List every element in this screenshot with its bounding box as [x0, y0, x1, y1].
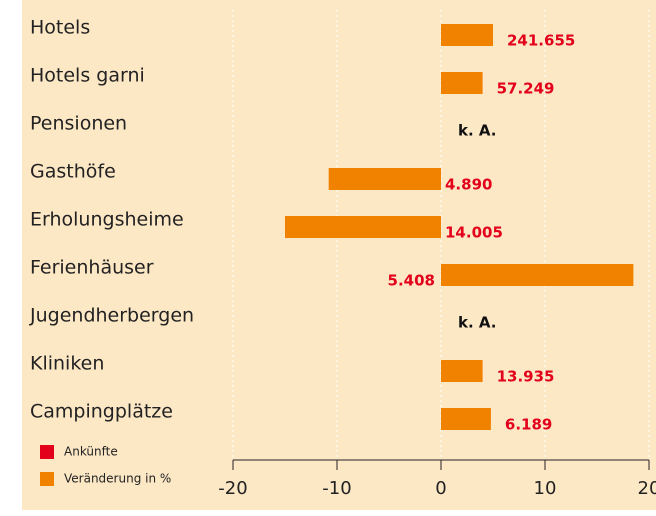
x-tick-label: 20 — [638, 478, 656, 499]
category-label: Jugendherbergen — [29, 305, 194, 327]
bar — [441, 72, 483, 94]
category-label: Erholungsheime — [30, 209, 184, 231]
category-label: Gasthöfe — [30, 161, 116, 183]
category-label: Pensionen — [30, 113, 127, 135]
bar — [441, 264, 634, 286]
background — [22, 0, 656, 510]
category-label: Hotels — [30, 17, 90, 39]
bar — [441, 24, 493, 46]
bar — [441, 360, 483, 382]
bar — [441, 408, 491, 430]
value-label: k. A. — [458, 314, 496, 332]
value-label: 4.890 — [445, 176, 492, 194]
value-label: 241.655 — [507, 32, 575, 50]
x-tick-label: -20 — [218, 478, 247, 499]
x-tick-label: -10 — [322, 478, 351, 499]
value-label: 14.005 — [445, 224, 503, 242]
value-label: 6.189 — [505, 416, 552, 434]
bar — [328, 168, 441, 190]
legend-swatch — [40, 472, 54, 486]
value-label: 57.249 — [497, 80, 555, 98]
x-tick-label: 0 — [435, 478, 446, 499]
category-label: Ferienhäuser — [30, 257, 154, 279]
value-label: k. A. — [458, 122, 496, 140]
legend-swatch — [40, 445, 54, 459]
category-label: Kliniken — [30, 353, 104, 375]
bar — [285, 216, 441, 238]
legend-label: Ankünfte — [64, 445, 118, 459]
category-label: Campingplätze — [30, 401, 173, 423]
value-label: 5.408 — [388, 272, 435, 290]
x-tick-label: 10 — [534, 478, 557, 499]
legend-label: Veränderung in % — [64, 472, 171, 486]
category-label: Hotels garni — [30, 65, 145, 87]
value-label: 13.935 — [497, 368, 555, 386]
